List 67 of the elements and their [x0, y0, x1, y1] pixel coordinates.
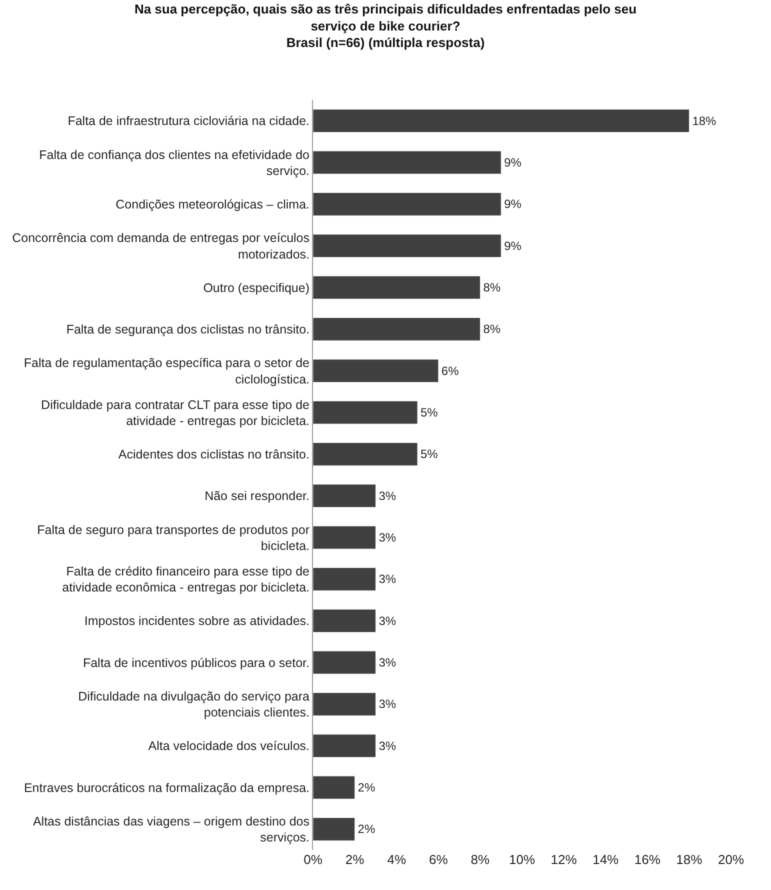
- bar: [313, 276, 480, 300]
- data-label: 3%: [378, 697, 396, 712]
- bar: [313, 734, 376, 758]
- data-label: 3%: [378, 738, 396, 753]
- y-tick-label: Falta de crédito financeiro para esse tipo de atividade econômica - entregas por bicicleta.: [62, 564, 310, 595]
- bar: [313, 109, 690, 133]
- bar: [313, 150, 502, 174]
- bar: [313, 526, 376, 550]
- bar: [313, 359, 439, 383]
- y-tick-label: Entraves burocráticos na formalização da empresa.: [24, 780, 310, 795]
- data-label: 3%: [378, 656, 396, 670]
- data-label: 3%: [378, 488, 396, 503]
- y-tick-label: Dificuldade na divulgação do serviço para potenciais clientes.: [78, 689, 310, 720]
- bar: [313, 609, 376, 633]
- bar: [313, 650, 376, 674]
- data-label: 8%: [483, 280, 501, 294]
- data-label: 8%: [483, 322, 501, 336]
- data-label: 5%: [420, 406, 438, 420]
- chart-subtitle: Brasil (n=66) (múltipla resposta): [286, 35, 485, 50]
- x-tick-label: 14%: [592, 852, 620, 867]
- y-tick-label: Falta de confiança dos clientes na efetividade do serviço.: [39, 148, 310, 178]
- x-tick-label: 4%: [387, 852, 406, 867]
- y-tick-label: Falta de seguro para transportes de produtos por bicicleta.: [37, 522, 310, 553]
- x-tick-label: 16%: [634, 852, 661, 867]
- data-label: 9%: [504, 238, 522, 253]
- bar: [313, 692, 376, 716]
- bar: [313, 400, 418, 424]
- bar: [313, 484, 376, 508]
- data-label: 3%: [378, 614, 396, 628]
- y-tick-label: Falta de infraestrutura cicloviária na cidade.: [68, 114, 310, 128]
- data-label: 6%: [441, 364, 460, 378]
- y-tick-label: Condições meteorológicas – clima.: [116, 198, 310, 212]
- x-tick-label: 0%: [304, 852, 323, 867]
- y-tick-label: Altas distâncias das viagens – origem destino dos serviços.: [32, 814, 310, 845]
- y-tick-label: Alta velocidade dos veículos.: [148, 739, 310, 754]
- x-tick-label: 20%: [718, 852, 744, 867]
- y-tick-label: Acidentes dos ciclistas no trânsito.: [118, 448, 310, 462]
- y-tick-label: Falta de incentivos públicos para o setor.: [82, 656, 310, 670]
- bar: [313, 567, 376, 591]
- bar: [313, 192, 502, 216]
- y-tick-label: Não sei responder.: [204, 489, 310, 504]
- x-tick-label: 10%: [508, 852, 536, 867]
- data-label: 3%: [378, 572, 396, 586]
- y-tick-label: Falta de regulamentação específica para o setor de ciclologística.: [24, 356, 310, 386]
- data-label: 2%: [358, 822, 376, 836]
- bar: [313, 317, 480, 341]
- y-tick-label: Dificuldade para contratar CLT para esse tipo de atividade - entregas por bicicleta.: [41, 398, 310, 428]
- y-tick-label: Impostos incidentes sobre as atividades.: [84, 614, 310, 628]
- x-tick-label: 18%: [676, 852, 703, 867]
- data-label: 2%: [358, 780, 376, 794]
- data-label: 3%: [378, 530, 396, 544]
- chart-title: Na sua percepção, quais são as três principais dificuldades enfrentadas pelo seu serviço de bike courier?: [134, 1, 637, 34]
- y-tick-label: Falta de segurança dos ciclistas no trânsito.: [66, 322, 310, 337]
- x-tick-label: 8%: [470, 852, 490, 867]
- bar: [313, 234, 502, 258]
- y-tick-label: Outro (especifique): [203, 280, 310, 295]
- x-tick-label: 6%: [429, 852, 448, 867]
- bar: [313, 817, 356, 841]
- x-tick-label: 2%: [345, 852, 365, 867]
- x-tick-label: 12%: [550, 852, 578, 867]
- data-label: 18%: [692, 114, 717, 128]
- data-label: 9%: [504, 197, 522, 212]
- data-label: 5%: [420, 447, 438, 462]
- y-tick-label: Concorrência com demanda de entregas por veículos motorizados.: [12, 231, 310, 262]
- data-label: 9%: [504, 156, 522, 170]
- bar: [313, 442, 418, 466]
- bar: [313, 776, 356, 800]
